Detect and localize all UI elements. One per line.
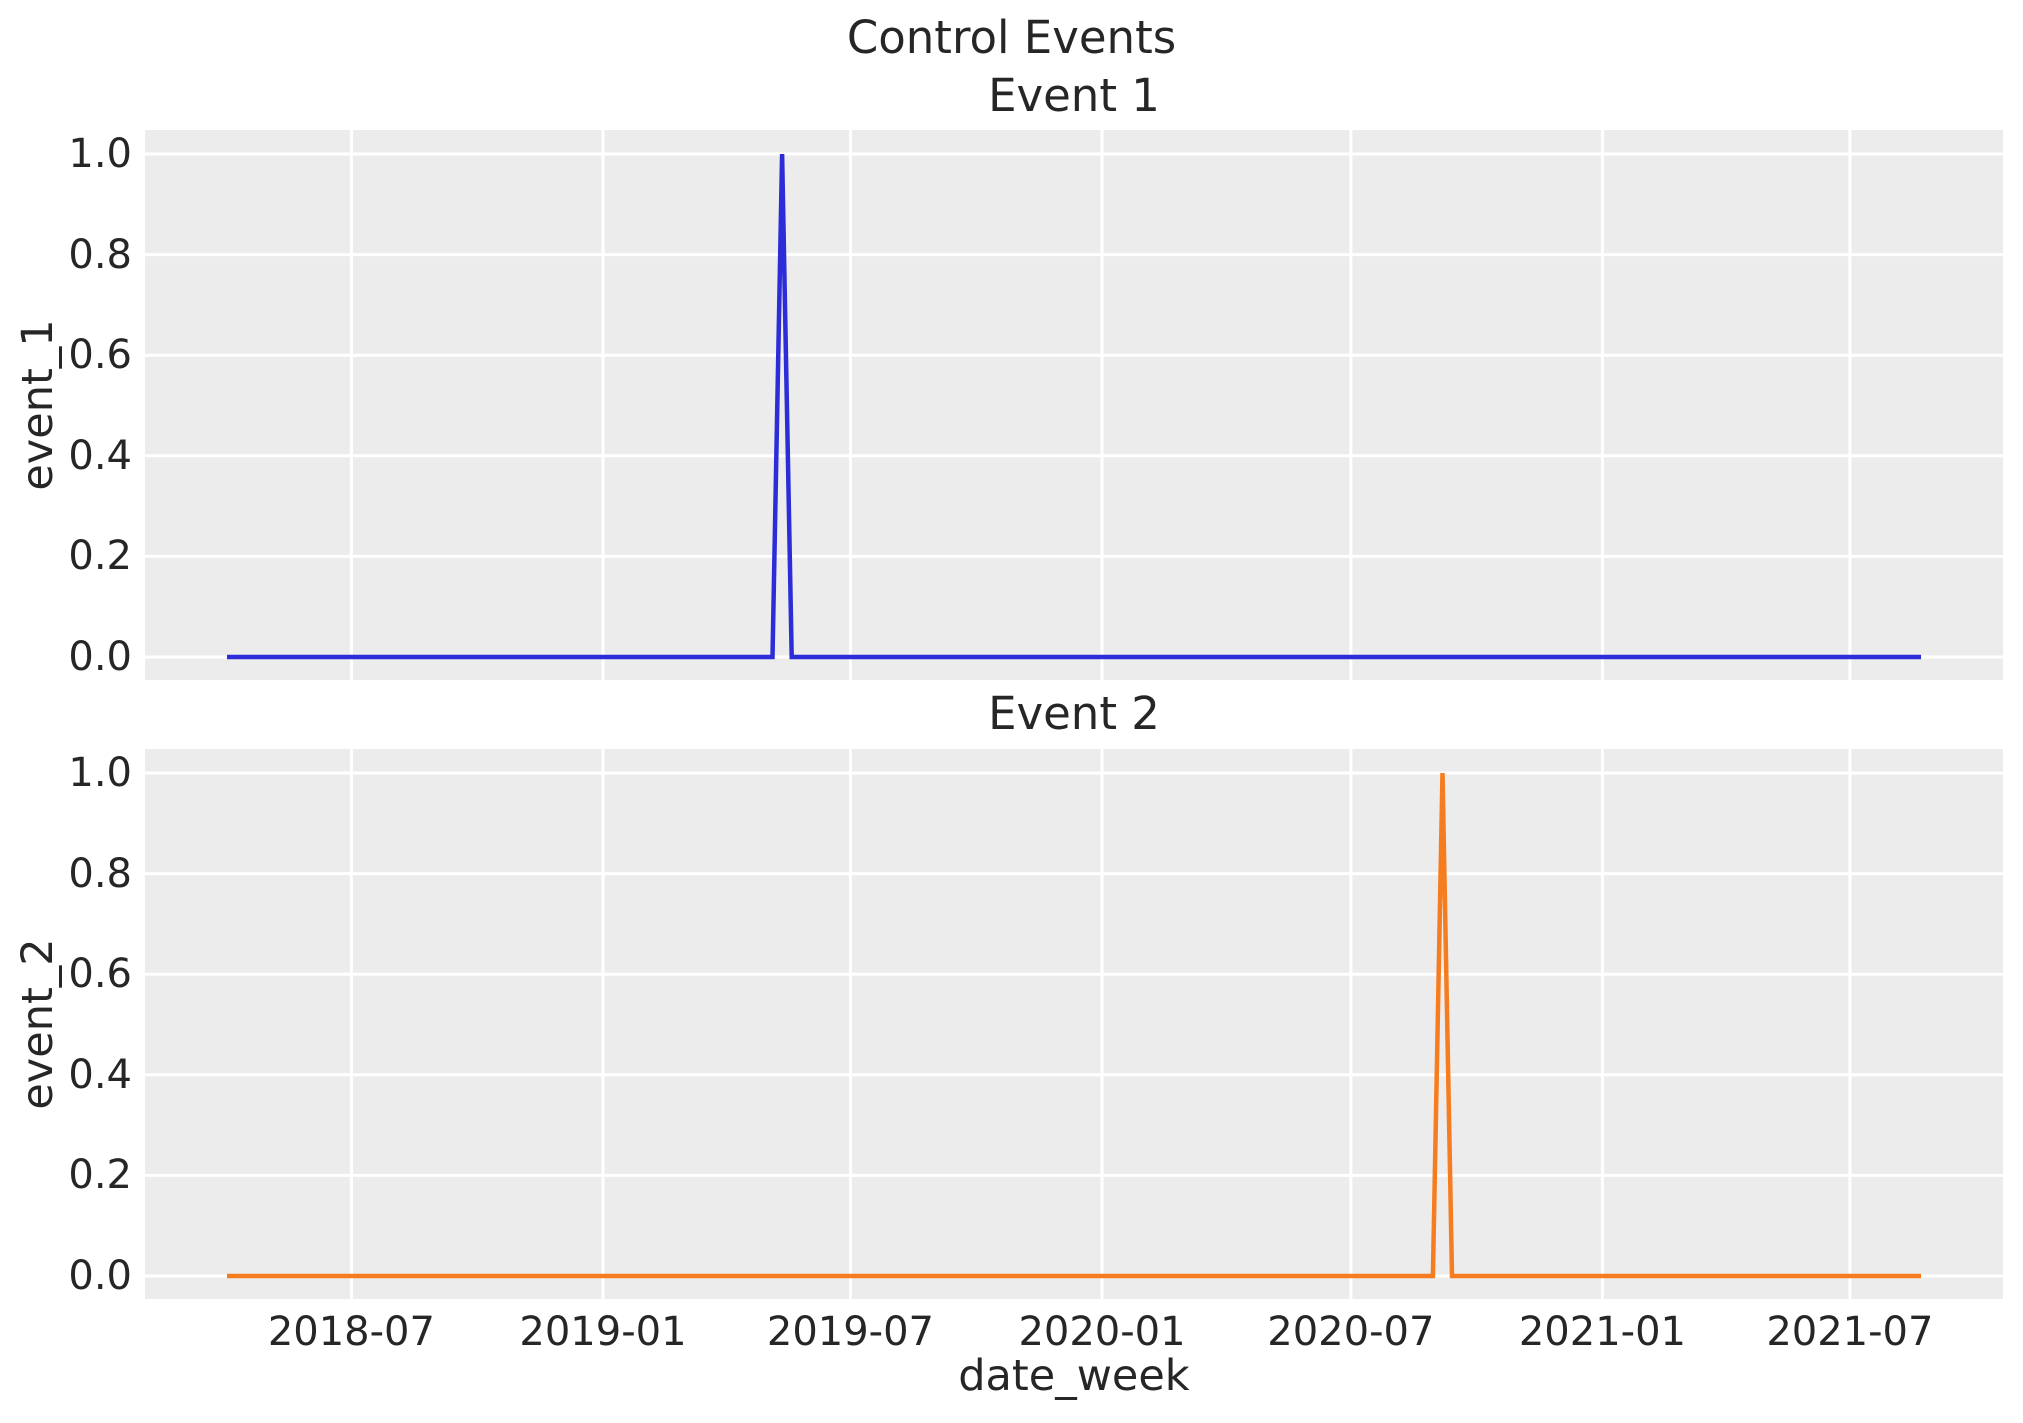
x-tick-label: 2019-01 — [519, 1309, 687, 1355]
figure-suptitle: Control Events — [846, 11, 1177, 64]
plot-area-event-2 — [145, 749, 2003, 1299]
subplot-title-event-2: Event 2 — [988, 687, 1160, 740]
x-tick-label: 2020-07 — [1267, 1309, 1435, 1355]
y-tick-label: 0.4 — [68, 1051, 132, 1098]
subplot-title-event-1: Event 1 — [988, 69, 1160, 122]
x-tick-label: 2018-07 — [267, 1309, 435, 1355]
y-tick-label: 0.8 — [68, 850, 132, 897]
y-tick-label: 0.2 — [68, 1152, 132, 1199]
x-tick-label: 2019-07 — [766, 1309, 935, 1355]
x-tick-label: 2021-07 — [1766, 1309, 1934, 1355]
y-tick-label: 0.6 — [68, 332, 132, 379]
y-tick-label: 0.4 — [68, 432, 132, 479]
y-tick-label: 0.6 — [68, 951, 132, 998]
y-tick-label: 0.0 — [68, 1253, 132, 1299]
y-tick-label: 0.8 — [68, 231, 132, 278]
y-tick-label: 0.2 — [68, 533, 132, 580]
y-tick-label: 1.0 — [68, 131, 132, 177]
x-tick-label: 2021-01 — [1518, 1309, 1686, 1355]
y-tick-label: 1.0 — [68, 750, 132, 796]
series-line-event_1 — [227, 153, 1921, 660]
y-tick-label: 0.0 — [68, 634, 132, 680]
x-tick-label: 2020-01 — [1018, 1309, 1186, 1355]
plot-area-event-1 — [145, 130, 2003, 680]
x-axis-label: date_week — [958, 1351, 1190, 1401]
series-line-event_2 — [227, 772, 1921, 1279]
